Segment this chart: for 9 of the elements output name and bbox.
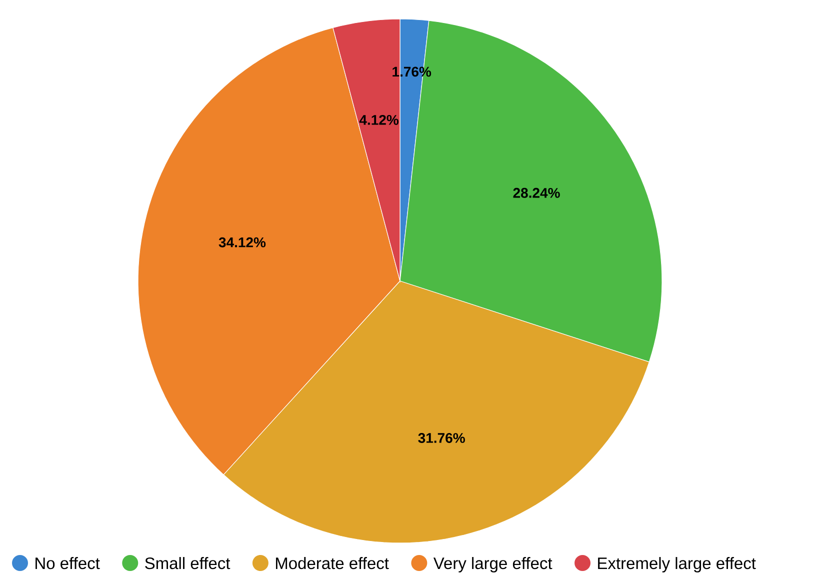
legend-label: Very large effect — [433, 557, 552, 572]
data-label: 31.76% — [418, 433, 465, 443]
legend-label: No effect — [36, 557, 100, 570]
legend-label: Small effect — [145, 557, 230, 570]
legend-label: Moderate effect — [276, 557, 389, 570]
data-label: 28.24% — [513, 188, 560, 198]
data-label: 34.12% — [218, 237, 266, 248]
legend-label: Extremely large effect — [598, 557, 756, 572]
data-label: 4.12% — [359, 114, 399, 125]
